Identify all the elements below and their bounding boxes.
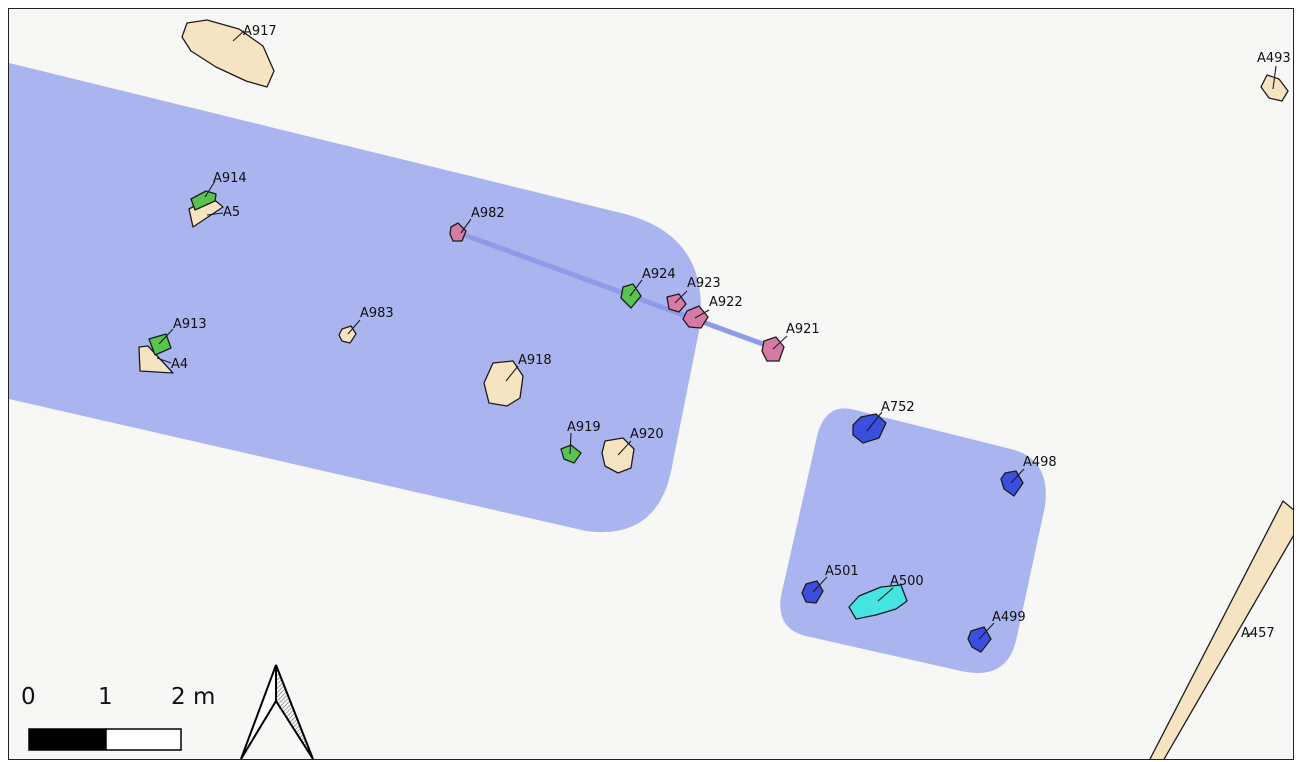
label-A983: A983: [360, 306, 394, 321]
label-A499: A499: [992, 610, 1026, 625]
scale-label-2m: 2 m: [171, 684, 215, 710]
feature-A913[interactable]: [148, 333, 172, 356]
label-leaders: [156, 30, 1277, 640]
feature-labels: A917 A493 A914 A5 A982 A924 A923 A922 A9…: [171, 24, 1291, 641]
feature-A500[interactable]: [848, 584, 908, 620]
feature-A493[interactable]: [1260, 74, 1289, 102]
label-A457: A457: [1241, 626, 1275, 641]
buffer-zone-small: [780, 408, 1046, 673]
label-A4: A4: [171, 357, 188, 372]
feature-A923[interactable]: [666, 293, 687, 313]
feature-A982[interactable]: [449, 222, 467, 242]
scale-label-1: 1: [98, 684, 113, 710]
feature-A924[interactable]: [620, 283, 642, 309]
scale-bar-white-segment: [105, 728, 182, 751]
label-A918: A918: [518, 353, 552, 368]
label-A500: A500: [890, 574, 924, 589]
label-A498: A498: [1023, 455, 1057, 470]
feature-A917[interactable]: [181, 19, 275, 88]
feature-A498[interactable]: [1000, 470, 1024, 497]
map-canvas[interactable]: A917 A493 A914 A5 A982 A924 A923 A922 A9…: [9, 9, 1294, 760]
label-A924: A924: [642, 267, 676, 282]
label-A752: A752: [881, 400, 915, 415]
label-A920: A920: [630, 427, 664, 442]
connecting-line: [456, 230, 774, 350]
label-A919: A919: [567, 420, 601, 435]
label-A914: A914: [213, 171, 247, 186]
feature-A457[interactable]: [1149, 500, 1294, 760]
feature-A4[interactable]: [138, 345, 174, 374]
feature-A914[interactable]: [190, 190, 217, 211]
label-A501: A501: [825, 564, 859, 579]
feature-A922[interactable]: [682, 305, 709, 329]
north-arrow-icon: [240, 664, 314, 759]
buffer-zone-large: [9, 63, 701, 533]
map-frame: A917 A493 A914 A5 A982 A924 A923 A922 A9…: [8, 8, 1294, 760]
label-A982: A982: [471, 206, 505, 221]
label-A5: A5: [223, 205, 240, 220]
label-A917: A917: [243, 24, 277, 39]
scale-label-0: 0: [21, 684, 36, 710]
feature-A499[interactable]: [967, 626, 992, 653]
label-A922: A922: [709, 295, 743, 310]
scale-bar-black-segment: [28, 728, 107, 751]
label-A493: A493: [1257, 51, 1291, 66]
label-A921: A921: [786, 322, 820, 337]
feature-A919[interactable]: [560, 444, 582, 464]
label-A923: A923: [687, 276, 721, 291]
scale-bar: 0 1 2 m: [21, 684, 215, 751]
label-A913: A913: [173, 317, 207, 332]
